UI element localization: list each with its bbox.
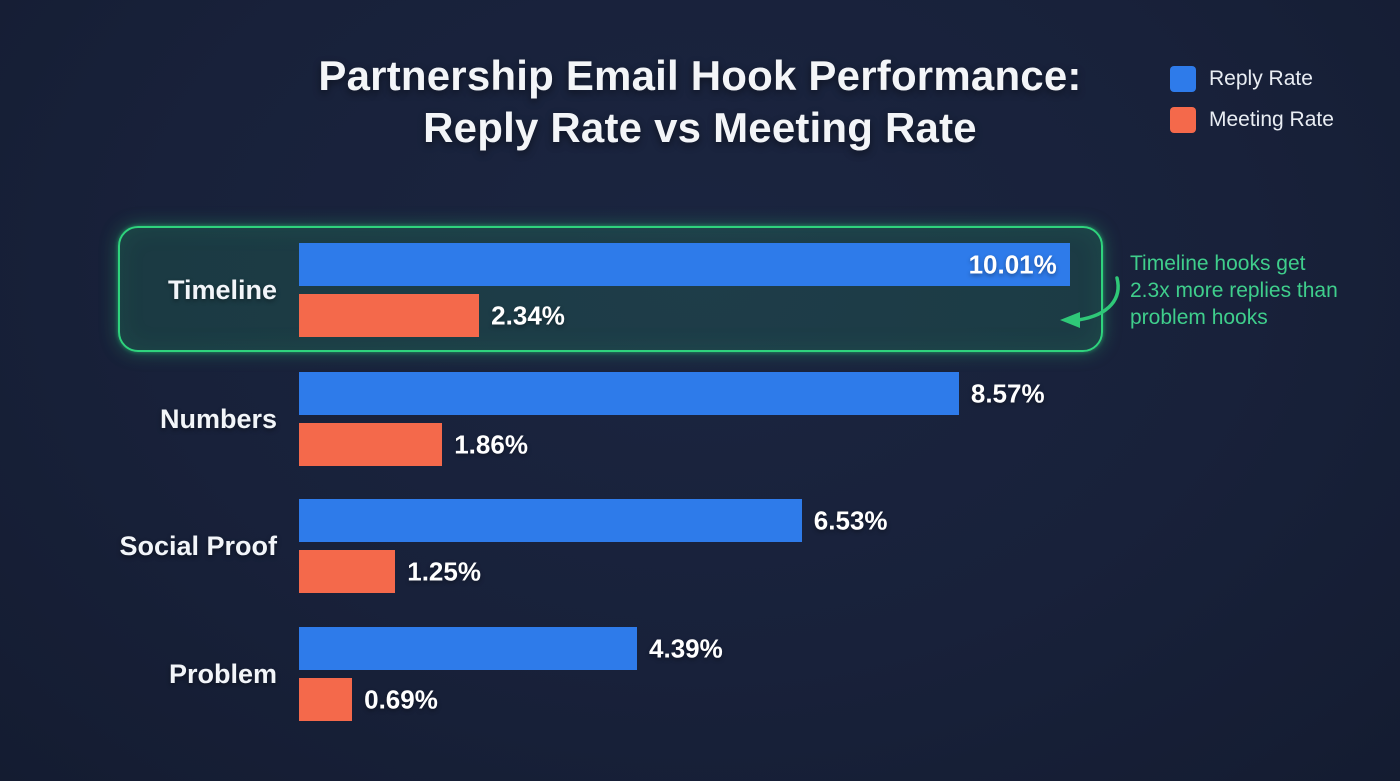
reply-rate-value-label: 8.57%: [970, 378, 1045, 408]
reply-rate-value-label: 10.01%: [968, 249, 1057, 279]
chart-title-line2: Reply Rate vs Meeting Rate: [423, 104, 977, 151]
annotation-line2: 2.3x more replies than: [1130, 279, 1338, 302]
category-label: Numbers: [159, 403, 277, 434]
annotation-line3: problem hooks: [1130, 306, 1268, 329]
reply-rate-bar: 6.53%: [299, 499, 888, 542]
category-label: Social Proof: [119, 530, 277, 561]
meeting-rate-value-label: 0.69%: [364, 684, 438, 714]
meeting-rate-value-label: 1.86%: [454, 429, 528, 459]
reply-rate-value-label: 4.39%: [649, 633, 723, 663]
annotation-text: Timeline hooks get 2.3x more replies tha…: [1130, 250, 1398, 331]
bar-group: 6.53% 1.25%: [299, 499, 888, 593]
bar-row-social-proof: Social Proof 6.53% 1.25%: [0, 499, 1400, 593]
legend-item-meeting-rate: Meeting Rate: [1170, 107, 1334, 133]
reply-rate-bar: 8.57%: [299, 372, 1045, 415]
category-label: Timeline: [167, 274, 277, 305]
legend-item-reply-rate: Reply Rate: [1170, 66, 1334, 92]
reply-rate-value-label: 6.53%: [813, 505, 888, 535]
meeting-rate-bar: 1.25%: [299, 550, 481, 593]
meeting-rate-swatch-icon: [1170, 107, 1196, 133]
bar-row-timeline: Timeline 10.01% 2.34%: [0, 243, 1400, 337]
bar-row-numbers: Numbers 8.57% 1.86%: [0, 372, 1400, 466]
bar-group: 8.57% 1.86%: [299, 372, 1045, 466]
legend: Reply Rate Meeting Rate: [1170, 66, 1334, 133]
legend-label-reply-rate: Reply Rate: [1209, 67, 1313, 90]
reply-rate-bar: 10.01%: [299, 243, 1070, 286]
chart-title-line1: Partnership Email Hook Performance:: [318, 52, 1082, 99]
legend-label-meeting-rate: Meeting Rate: [1209, 108, 1334, 131]
curved-arrow-left-icon: [1060, 276, 1120, 328]
reply-rate-swatch-icon: [1170, 66, 1196, 92]
meeting-rate-value-label: 2.34%: [491, 300, 565, 330]
meeting-rate-bar: 0.69%: [299, 678, 438, 721]
bar-group: 4.39% 0.69%: [299, 627, 723, 721]
meeting-rate-bar: 2.34%: [299, 294, 565, 337]
bar-row-problem: Problem 4.39% 0.69%: [0, 627, 1400, 721]
bar-group: 10.01% 2.34%: [299, 243, 1070, 337]
meeting-rate-bar: 1.86%: [299, 423, 528, 466]
annotation-line1: Timeline hooks get: [1130, 252, 1306, 275]
category-label: Problem: [168, 658, 277, 689]
reply-rate-bar: 4.39%: [299, 627, 723, 670]
chart-title: Partnership Email Hook Performance: Repl…: [0, 50, 1400, 154]
meeting-rate-value-label: 1.25%: [407, 556, 481, 586]
